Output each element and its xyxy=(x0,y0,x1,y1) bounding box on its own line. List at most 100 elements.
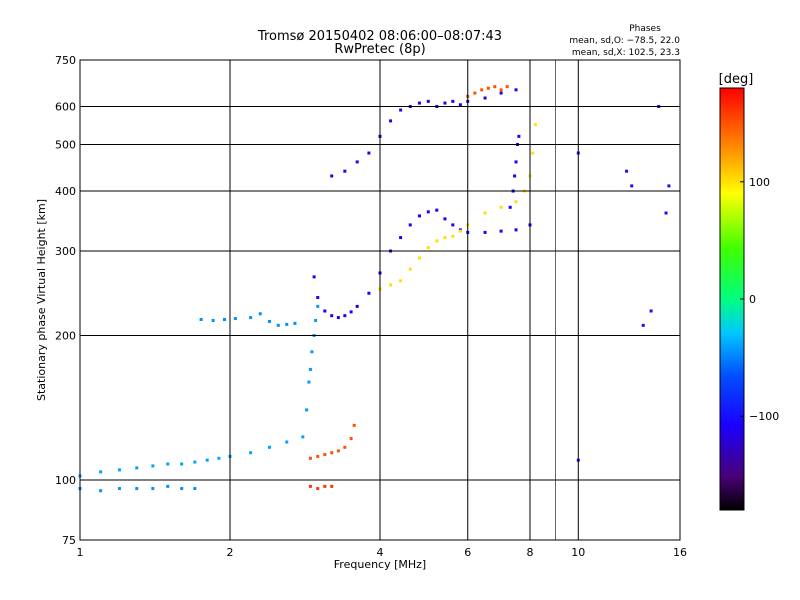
data-point xyxy=(312,275,316,279)
data-point xyxy=(408,267,412,271)
data-point xyxy=(514,228,518,232)
data-point xyxy=(180,462,184,466)
data-point xyxy=(533,123,537,127)
colorbar-ticks: 100 0 −100 xyxy=(740,176,779,423)
phases-box-line-o: mean, sd,O: −78.5, 22.0 xyxy=(569,36,680,46)
data-point xyxy=(458,103,462,107)
data-point xyxy=(426,210,430,214)
data-point xyxy=(180,487,184,491)
phases-box-line-x: mean, sd,X: 102.5, 23.3 xyxy=(572,48,680,58)
data-point xyxy=(451,99,455,103)
data-point xyxy=(417,214,421,218)
data-point xyxy=(276,323,280,327)
data-point xyxy=(323,453,327,457)
data-point xyxy=(664,211,668,215)
data-point xyxy=(217,456,221,460)
data-point xyxy=(473,91,477,95)
data-point xyxy=(443,101,447,105)
data-point xyxy=(367,151,371,155)
data-point xyxy=(267,445,271,449)
data-point xyxy=(330,174,334,178)
data-point xyxy=(151,487,155,491)
data-point xyxy=(233,317,237,321)
data-point xyxy=(135,487,139,491)
data-point xyxy=(343,445,347,449)
data-point xyxy=(443,236,447,240)
data-point xyxy=(480,88,484,92)
grid-lines xyxy=(80,60,680,540)
data-point xyxy=(435,208,439,212)
data-point xyxy=(389,283,393,287)
data-point xyxy=(308,484,312,488)
x-tick-label: 2 xyxy=(227,546,234,559)
x-tick-label: 4 xyxy=(377,546,384,559)
data-point xyxy=(399,279,403,283)
data-point xyxy=(417,101,421,105)
data-point xyxy=(99,489,103,493)
data-point xyxy=(667,184,671,188)
data-point xyxy=(293,321,297,325)
data-point xyxy=(343,169,347,173)
data-point xyxy=(349,437,353,441)
x-tick-label: 6 xyxy=(464,546,471,559)
data-point xyxy=(193,460,197,464)
data-point xyxy=(316,487,320,491)
data-point xyxy=(258,312,262,316)
data-point xyxy=(323,484,327,488)
y-tick-label: 400 xyxy=(55,185,76,198)
data-point xyxy=(307,380,311,384)
data-point xyxy=(314,318,318,322)
data-point xyxy=(625,169,629,173)
phases-box-title: Phases xyxy=(629,24,661,34)
y-tick-label: 500 xyxy=(55,139,76,152)
data-point xyxy=(117,468,121,472)
data-point xyxy=(336,316,340,320)
x-axis-label: Frequency [MHz] xyxy=(334,558,426,571)
data-point xyxy=(336,449,340,453)
colorbar-tick-label: 100 xyxy=(749,176,770,189)
colorbar-tick-label: 0 xyxy=(749,293,756,306)
data-point xyxy=(330,451,334,455)
y-tick-label: 75 xyxy=(62,534,76,547)
data-point xyxy=(355,304,359,308)
colorbar-tick-label: −100 xyxy=(749,410,779,423)
data-point xyxy=(408,223,412,227)
data-point xyxy=(435,239,439,243)
data-point xyxy=(135,466,139,470)
data-point xyxy=(451,223,455,227)
data-point xyxy=(417,256,421,260)
data-point xyxy=(249,316,253,320)
y-tick-label: 100 xyxy=(55,474,76,487)
y-tick-label: 300 xyxy=(55,245,76,258)
data-point xyxy=(323,309,327,313)
x-tick-label: 1 xyxy=(77,546,84,559)
y-tick-labels: 75 100 200 300 400 500 600 750 xyxy=(55,54,76,547)
data-point xyxy=(514,200,518,204)
y-tick-label: 750 xyxy=(55,54,76,67)
data-point xyxy=(451,234,455,238)
data-point xyxy=(367,291,371,295)
data-point xyxy=(514,160,518,164)
data-point xyxy=(513,174,517,178)
data-point xyxy=(483,230,487,234)
data-point xyxy=(223,317,227,321)
data-point xyxy=(630,184,634,188)
data-point xyxy=(349,310,353,314)
data-point xyxy=(308,367,312,371)
data-point xyxy=(193,487,197,491)
data-point xyxy=(483,96,487,100)
chart-subtitle: RwPretec (8p) xyxy=(334,42,425,57)
data-point xyxy=(205,458,209,462)
x-tick-label: 16 xyxy=(673,546,687,559)
data-point xyxy=(505,85,509,89)
data-point xyxy=(426,99,430,103)
data-point xyxy=(499,91,503,95)
data-point xyxy=(389,119,393,123)
data-point xyxy=(249,451,253,455)
colorbar-label: [deg] xyxy=(719,72,754,87)
data-point xyxy=(458,229,462,233)
y-axis-label: Stationary phase Virtual Height [km] xyxy=(35,199,48,401)
data-point xyxy=(426,246,430,250)
data-point xyxy=(499,205,503,209)
